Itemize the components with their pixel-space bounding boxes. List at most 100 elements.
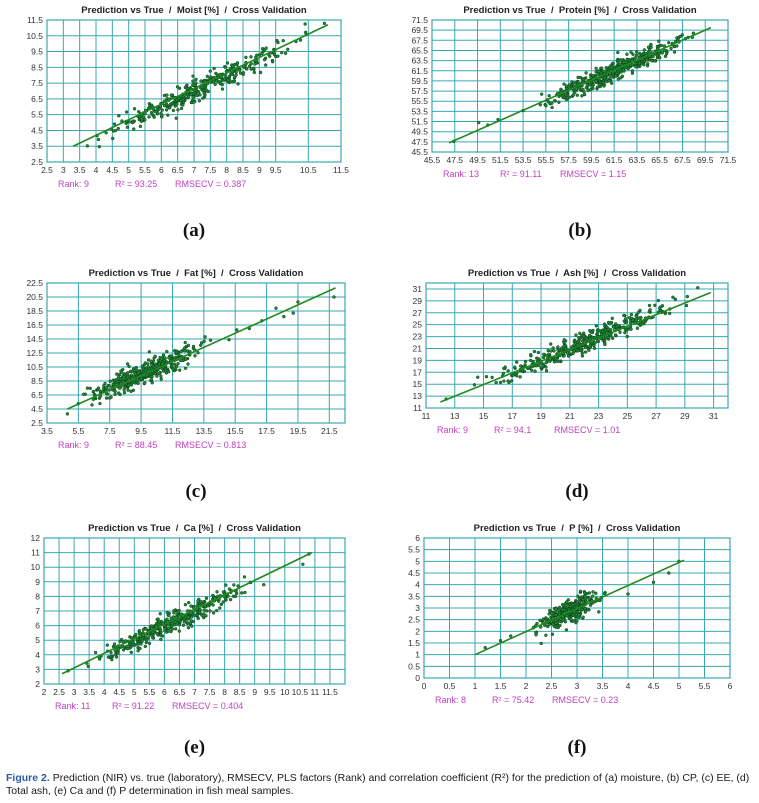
data-point bbox=[519, 364, 523, 368]
data-point bbox=[599, 66, 604, 70]
data-point bbox=[672, 50, 677, 54]
data-point bbox=[332, 295, 336, 299]
data-point bbox=[191, 83, 195, 87]
data-point bbox=[668, 311, 672, 316]
x-tick-label: 2 bbox=[42, 687, 47, 697]
data-point bbox=[116, 126, 120, 131]
data-point bbox=[122, 388, 126, 392]
chart-panel-a: Prediction vs True / Moist [%] / Cross V… bbox=[26, 5, 349, 241]
data-point bbox=[546, 348, 550, 353]
data-point bbox=[637, 61, 642, 65]
y-tick-label: 29 bbox=[413, 296, 423, 306]
data-point bbox=[157, 107, 161, 112]
stat-r2-a: R² = 93.25 bbox=[115, 179, 157, 189]
data-point bbox=[107, 396, 112, 400]
data-point bbox=[118, 377, 123, 381]
x-tick-label: 11 bbox=[422, 411, 431, 421]
data-point bbox=[634, 314, 639, 319]
data-point bbox=[116, 651, 120, 655]
data-point bbox=[562, 82, 566, 86]
data-point bbox=[107, 384, 111, 388]
y-tick-label: 25 bbox=[413, 320, 423, 330]
data-point bbox=[116, 375, 121, 379]
data-point bbox=[112, 122, 117, 126]
data-point bbox=[152, 115, 156, 119]
x-tick-label: 13.5 bbox=[196, 426, 213, 436]
data-point bbox=[583, 591, 587, 595]
data-point bbox=[211, 611, 216, 615]
data-point bbox=[188, 621, 193, 625]
data-point bbox=[646, 45, 651, 49]
data-point bbox=[166, 629, 171, 633]
data-point bbox=[201, 599, 206, 604]
data-point bbox=[132, 127, 136, 131]
stat-rmsecv-d: RMSECV = 1.01 bbox=[554, 425, 620, 435]
y-tick-label: 65.5 bbox=[411, 45, 428, 55]
data-point bbox=[510, 379, 514, 383]
data-point bbox=[194, 77, 198, 82]
chart-panel-c: Prediction vs True / Fat [%] / Cross Val… bbox=[26, 268, 346, 502]
x-tick-label: 17 bbox=[508, 411, 518, 421]
y-tick-label: 2.5 bbox=[31, 418, 43, 428]
data-point bbox=[648, 308, 652, 312]
data-point bbox=[199, 341, 204, 345]
data-point bbox=[675, 44, 679, 48]
data-point bbox=[303, 30, 308, 35]
x-tick-label: 65.5 bbox=[651, 155, 668, 165]
data-point bbox=[511, 373, 516, 377]
data-point bbox=[554, 613, 558, 617]
data-point bbox=[569, 617, 573, 621]
data-point bbox=[164, 102, 169, 106]
y-tick-label: 0.5 bbox=[408, 661, 420, 671]
data-point bbox=[634, 61, 638, 66]
data-point bbox=[562, 338, 566, 342]
data-point bbox=[159, 637, 163, 642]
x-tick-label: 57.5 bbox=[560, 155, 577, 165]
data-point bbox=[584, 336, 588, 340]
data-point bbox=[673, 297, 678, 301]
data-point bbox=[587, 348, 591, 352]
x-tick-label: 8.5 bbox=[237, 165, 249, 175]
data-point bbox=[135, 378, 140, 382]
plot-frame bbox=[46, 19, 342, 163]
data-point bbox=[204, 596, 209, 600]
data-point bbox=[147, 115, 151, 119]
data-point bbox=[577, 86, 582, 90]
data-point bbox=[166, 113, 170, 117]
x-tick-label: 6 bbox=[728, 681, 733, 691]
data-point bbox=[223, 77, 227, 81]
scatter-points-c bbox=[65, 295, 336, 416]
data-point bbox=[618, 68, 622, 72]
data-point bbox=[202, 339, 206, 344]
data-point bbox=[506, 369, 510, 373]
data-point bbox=[176, 610, 180, 614]
data-point bbox=[608, 322, 612, 326]
data-point bbox=[539, 92, 544, 96]
data-point bbox=[122, 375, 126, 379]
data-point bbox=[115, 379, 120, 384]
plot-frame bbox=[423, 537, 731, 679]
chart-title-a: Prediction vs True / Moist [%] / Cross V… bbox=[81, 5, 307, 16]
data-point bbox=[601, 329, 605, 334]
data-point bbox=[81, 392, 86, 396]
regression-line-a bbox=[72, 24, 329, 147]
x-tick-label: 7.5 bbox=[104, 426, 116, 436]
data-point bbox=[202, 91, 206, 95]
data-point bbox=[642, 62, 646, 67]
data-point bbox=[565, 96, 570, 100]
data-point bbox=[282, 314, 286, 319]
data-point bbox=[136, 649, 140, 653]
y-tick-label: 19 bbox=[413, 355, 423, 365]
x-tick-label: 3 bbox=[575, 681, 580, 691]
data-point bbox=[502, 379, 506, 383]
data-point bbox=[549, 349, 553, 353]
data-point bbox=[198, 610, 202, 614]
data-point bbox=[594, 324, 599, 328]
data-point bbox=[223, 597, 228, 601]
x-tick-label: 7.5 bbox=[204, 165, 216, 175]
data-point bbox=[558, 623, 562, 628]
data-point bbox=[136, 110, 141, 114]
y-tick-label: 61.5 bbox=[411, 66, 428, 76]
data-point bbox=[263, 63, 268, 67]
data-point bbox=[574, 612, 578, 617]
